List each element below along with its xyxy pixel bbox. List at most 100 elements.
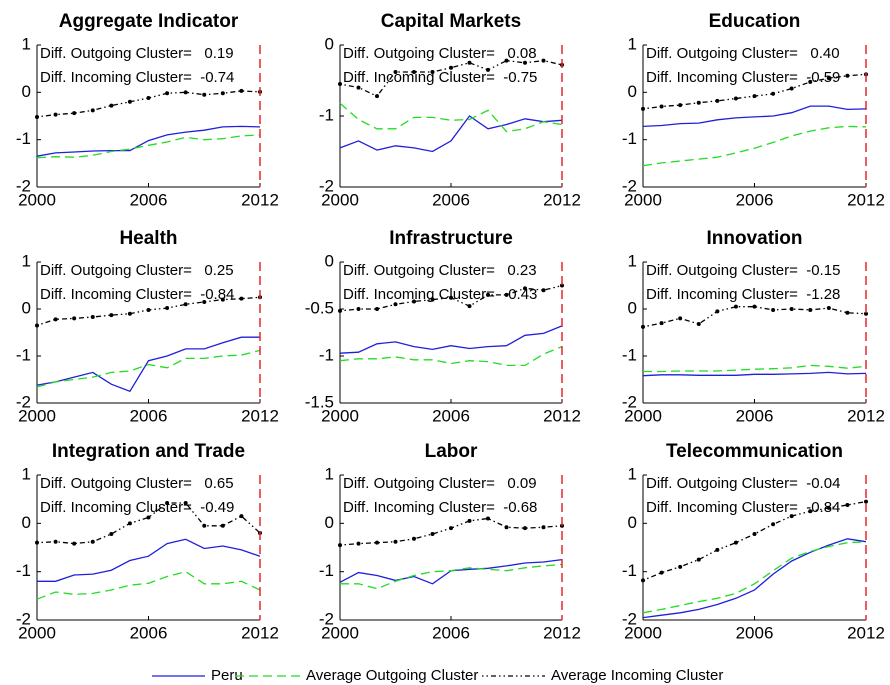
series-marker [183,501,188,506]
series-marker [659,104,664,109]
x-tick-label: 2006 [130,406,168,425]
x-tick-label: 2000 [18,406,56,425]
y-tick-label: 1 [22,464,31,483]
annotation: Diff. Outgoing Cluster= 0.65 [40,475,234,492]
series-marker [696,322,701,327]
series-marker [789,307,794,311]
series-marker [165,91,170,96]
series-marker [202,92,207,97]
series-line [642,105,867,128]
series-marker [449,526,453,531]
series-marker [467,60,472,65]
x-tick-label: 2012 [847,623,885,642]
series-marker [678,103,683,108]
y-tick-label: -2 [16,392,31,411]
series-line [642,538,867,619]
series-marker [696,100,701,105]
series-marker [733,96,738,101]
series-line [339,102,563,133]
series-line [339,345,563,367]
series-marker [771,307,776,312]
series-line [642,306,867,328]
series-marker [752,531,757,536]
series-marker [486,292,490,297]
subplot-title: Health [119,228,177,249]
series-marker [183,302,188,307]
series-marker [659,570,664,575]
x-tick-label: 2012 [241,623,279,642]
series-marker [826,505,831,510]
series-marker [486,67,490,72]
x-tick-label: 2006 [432,623,470,642]
y-tick-label: 1 [628,34,637,53]
series-marker [338,543,342,548]
series-marker [412,69,416,74]
series-marker [715,98,720,103]
annotation: Diff. Incoming Cluster= -0.74 [40,69,234,86]
series-marker [541,525,546,530]
x-tick-label: 2000 [321,623,359,642]
x-tick-label: 2012 [543,190,581,209]
subplot-title: Labor [425,441,478,462]
series-marker [486,516,490,521]
series-marker [467,304,472,309]
y-tick-label: -1.5 [305,392,334,411]
y-tick-label: -1 [622,129,637,148]
series-marker [393,539,398,544]
y-tick-label: -1 [622,561,637,580]
series-marker [789,514,794,519]
y-tick-label: -2 [319,176,334,195]
series-marker [146,96,151,101]
annotation: Diff. Incoming Cluster= -0.59 [646,69,840,86]
subplot-title: Infrastructure [389,228,513,249]
annotation: Diff. Incoming Cluster= -1.28 [646,286,840,303]
series-line [339,517,563,546]
subplot-title: Education [709,11,801,32]
series-line [36,349,261,388]
series-marker [35,323,39,328]
series-marker [35,114,39,119]
series-line [37,538,261,582]
series-marker [504,58,509,63]
y-tick-label: 0 [628,298,637,317]
annotation: Diff. Outgoing Cluster= 0.09 [343,475,537,492]
series-marker [127,521,132,526]
series-marker [146,307,151,312]
series-marker [771,522,776,527]
y-tick-label: 0 [22,82,31,101]
series-marker [412,536,416,541]
legend-label: Average Outgoing Cluster [306,667,478,684]
annotation: Diff. Outgoing Cluster= 0.25 [40,262,234,279]
series-line [36,134,261,159]
series-marker [678,564,683,569]
series-marker [659,321,664,326]
series-marker [202,523,207,528]
series-marker [715,309,720,314]
y-tick-label: 1 [325,464,334,483]
series-marker [752,304,757,309]
y-tick-label: -1 [16,561,31,580]
subplot-title: Integration and Trade [52,441,245,462]
series-marker [338,308,342,313]
series-marker [523,60,527,65]
series-marker [72,541,77,546]
y-tick-label: -2 [622,609,637,628]
series-marker [752,94,757,99]
series-marker [109,313,114,318]
series-marker [109,531,114,536]
series-marker [523,526,527,531]
y-tick-label: 1 [628,251,637,270]
series-marker [845,73,850,78]
subplot-title: Innovation [706,228,802,249]
annotation: Diff. Incoming Cluster= -0.84 [40,286,234,303]
series-marker [72,111,77,116]
series-marker [375,540,379,545]
series-line [36,90,261,118]
y-tick-label: -1 [319,105,334,124]
series-marker [127,99,132,104]
y-tick-label: -2 [16,609,31,628]
series-marker [165,501,170,506]
series-line [642,371,867,377]
series-marker [202,299,207,304]
y-tick-label: -1 [622,345,637,364]
